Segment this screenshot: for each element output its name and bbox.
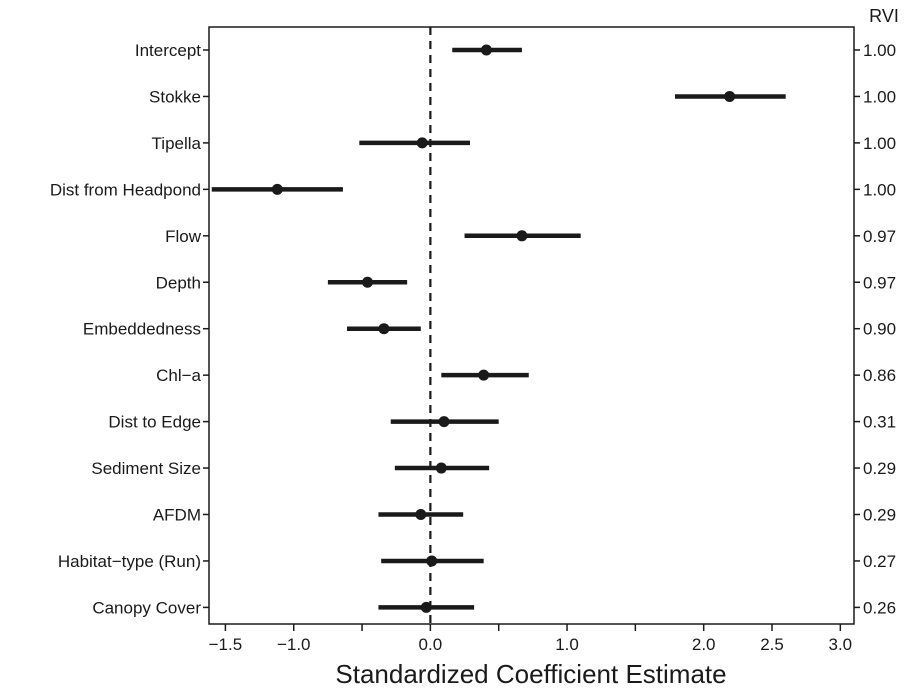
estimate-point bbox=[362, 276, 374, 288]
estimate-point bbox=[420, 601, 432, 613]
variable-label: Habitat−type (Run) bbox=[58, 552, 201, 571]
x-axis: −1.5 −1.0 0.0 1.0 2.0 2.5 3.0 bbox=[209, 624, 853, 654]
variable-label: Tipella bbox=[152, 134, 202, 153]
estimate-point-layer bbox=[271, 44, 736, 613]
rvi-value: 0.31 bbox=[863, 413, 896, 432]
variable-label: Embeddedness bbox=[83, 320, 201, 339]
plot-frame bbox=[208, 26, 855, 625]
estimate-point bbox=[435, 462, 447, 474]
variable-label: Flow bbox=[165, 227, 202, 246]
variable-label: Chl−a bbox=[156, 366, 201, 385]
variable-label: Dist to Edge bbox=[108, 413, 201, 432]
rvi-value: 0.86 bbox=[863, 366, 896, 385]
estimate-point bbox=[480, 44, 492, 56]
x-axis-title: Standardized Coefficient Estimate bbox=[335, 659, 726, 689]
estimate-point bbox=[415, 509, 427, 520]
x-tick-label: 2.0 bbox=[692, 635, 716, 654]
estimate-point bbox=[438, 416, 450, 428]
rvi-value: 1.00 bbox=[863, 134, 896, 153]
x-tick-label: −1.0 bbox=[277, 635, 311, 654]
estimate-point bbox=[271, 183, 283, 195]
rvi-value: 1.00 bbox=[863, 87, 896, 106]
rvi-axis-title: RVI bbox=[869, 6, 899, 26]
x-tick-label: 0.0 bbox=[419, 635, 443, 654]
estimate-point bbox=[724, 90, 736, 102]
variable-label: Dist from Headpond bbox=[50, 180, 201, 199]
estimate-point bbox=[426, 555, 438, 567]
interval-layer bbox=[211, 47, 786, 610]
variable-label: Depth bbox=[156, 273, 201, 292]
variable-label: Stokke bbox=[149, 87, 201, 106]
estimate-point bbox=[478, 369, 490, 381]
rvi-value: 1.00 bbox=[863, 41, 896, 60]
variable-label: Canopy Cover bbox=[92, 598, 201, 617]
y-axis-right: 1.00 1.00 1.00 1.00 0.97 0.97 0.90 0.86 0.31 0.29… bbox=[854, 41, 896, 617]
y-axis-left: Intercept Stokke Tipella Dist from Headpond… bbox=[50, 41, 209, 617]
rvi-value: 0.26 bbox=[863, 598, 896, 617]
rvi-value: 0.29 bbox=[863, 506, 896, 525]
rvi-value: 0.27 bbox=[863, 552, 896, 571]
rvi-value: 0.90 bbox=[863, 320, 896, 339]
estimate-point bbox=[416, 137, 428, 149]
x-tick-label: 3.0 bbox=[829, 635, 853, 654]
estimate-point bbox=[516, 230, 528, 242]
x-tick-label: 1.0 bbox=[555, 635, 579, 654]
rvi-value: 0.97 bbox=[863, 273, 896, 292]
variable-label: Sediment Size bbox=[91, 459, 201, 478]
rvi-value: 0.97 bbox=[863, 227, 896, 246]
estimate-point bbox=[378, 323, 390, 335]
x-tick-label: −1.5 bbox=[209, 635, 243, 654]
x-tick-label: 2.5 bbox=[760, 635, 784, 654]
variable-label: Intercept bbox=[135, 41, 201, 60]
variable-label: AFDM bbox=[153, 506, 201, 525]
rvi-value: 1.00 bbox=[863, 180, 896, 199]
rvi-value: 0.29 bbox=[863, 459, 896, 478]
